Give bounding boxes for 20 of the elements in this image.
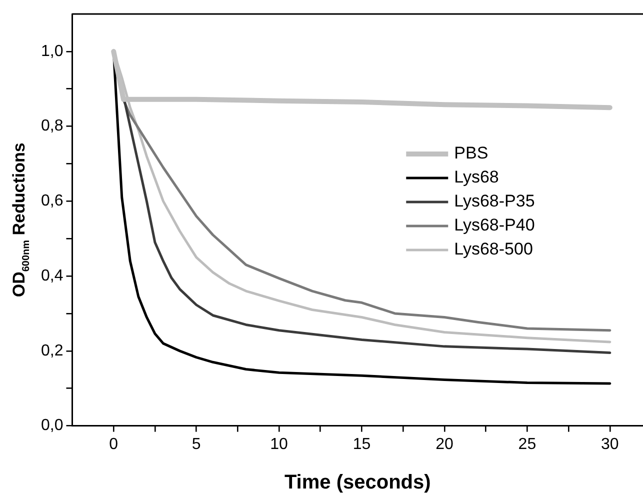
y-tick-label: 0,8	[40, 118, 64, 135]
legend-label: Lys68-P40	[454, 216, 535, 235]
y-tick-label: 0,0	[40, 417, 64, 434]
y-axis-title: OD600nm Reductions	[10, 142, 32, 298]
y-tick-label: 0,6	[40, 192, 64, 210]
y-tick-label: 0,2	[40, 342, 64, 360]
x-tick-label: 20	[436, 436, 454, 453]
x-tick-label: 10	[270, 436, 288, 453]
y-tick-label: 0,4	[40, 267, 64, 284]
x-tick-label: 5	[192, 436, 201, 453]
x-tick-label: 25	[518, 436, 536, 453]
y-tick-label: 1,0	[40, 42, 64, 60]
x-tick-label: 30	[601, 436, 619, 453]
x-tick-label: 0	[109, 436, 118, 453]
legend-label: PBS	[454, 144, 488, 163]
x-axis-title: Time (seconds)	[284, 472, 431, 494]
legend-label: Lys68-P35	[454, 192, 535, 211]
x-tick-label: 15	[352, 436, 371, 453]
legend-label: Lys68-500	[454, 240, 533, 259]
legend-label: Lys68	[454, 168, 499, 187]
